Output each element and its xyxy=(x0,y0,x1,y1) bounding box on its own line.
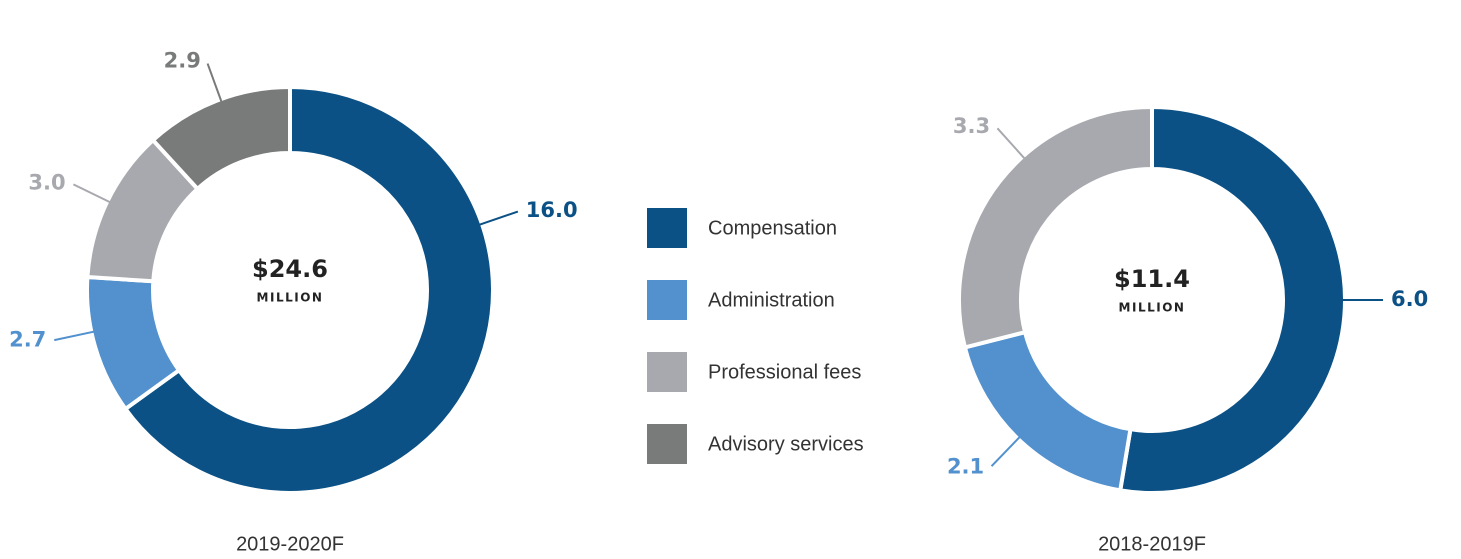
legend-label: Advisory services xyxy=(708,433,864,455)
legend-label: Administration xyxy=(708,289,835,311)
legend-swatch xyxy=(647,208,687,248)
chart-caption: 2019-2020F xyxy=(236,533,344,555)
data-label: 3.0 xyxy=(28,170,65,194)
donut-slice xyxy=(122,84,495,495)
data-label: 3.3 xyxy=(953,114,990,138)
data-label: 2.9 xyxy=(164,49,201,73)
leader-line xyxy=(990,433,1023,467)
center-subtitle: MILLION xyxy=(1119,301,1186,315)
data-label: 2.7 xyxy=(9,328,46,352)
legend-swatch xyxy=(647,424,687,464)
leader-line xyxy=(206,63,224,106)
leader-line xyxy=(54,329,98,342)
chart-caption: 2018-2019F xyxy=(1098,533,1206,555)
legend-swatch xyxy=(647,352,687,392)
legend-swatch xyxy=(647,280,687,320)
donut-slice xyxy=(962,329,1133,493)
legend-label: Compensation xyxy=(708,217,837,239)
data-label: 6.0 xyxy=(1391,287,1428,311)
donut-slice xyxy=(957,104,1154,350)
center-title: $11.4 xyxy=(1114,265,1190,293)
center-subtitle: MILLION xyxy=(257,291,324,305)
data-label: 16.0 xyxy=(526,198,578,222)
leader-line xyxy=(72,183,114,205)
leader-line xyxy=(996,127,1028,162)
donut-slice xyxy=(150,84,292,192)
center-title: $24.6 xyxy=(252,255,328,283)
leader-line xyxy=(475,210,519,227)
data-label: 2.1 xyxy=(947,455,984,479)
legend-label: Professional fees xyxy=(708,361,861,383)
donut-slice xyxy=(1117,104,1347,495)
